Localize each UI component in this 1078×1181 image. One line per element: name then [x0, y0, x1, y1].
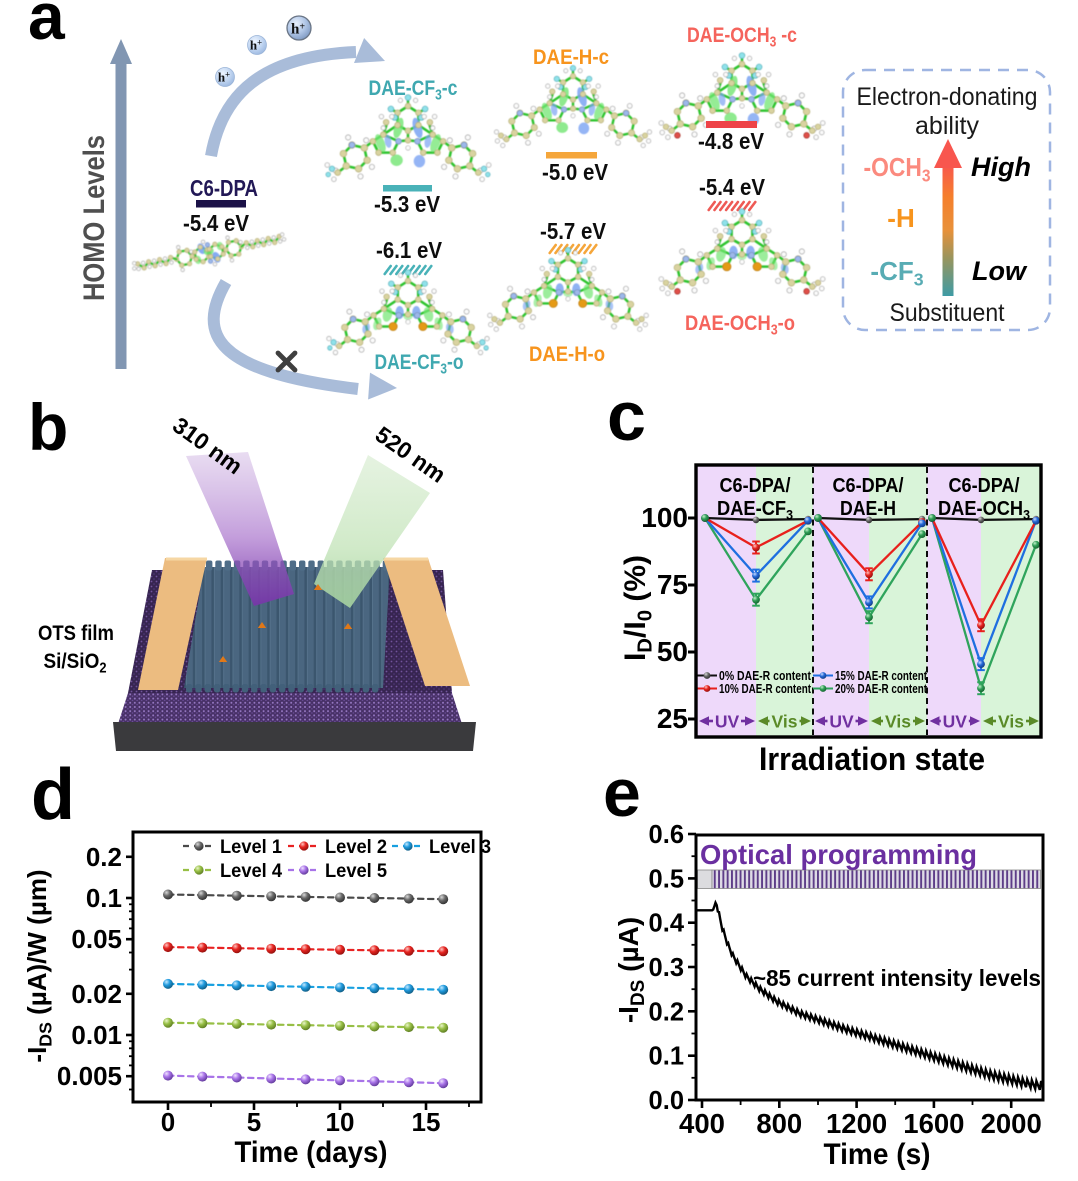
svg-text:Level 4: Level 4 [220, 860, 282, 882]
svg-text:Level 3: Level 3 [429, 836, 491, 858]
svg-text:DAE-OCH3 -c: DAE-OCH3 -c [687, 24, 797, 51]
svg-text:Time (days): Time (days) [235, 1136, 388, 1169]
svg-text:0.005: 0.005 [57, 1061, 122, 1091]
svg-text:Vis: Vis [998, 712, 1024, 732]
svg-text:UV: UV [943, 712, 968, 732]
svg-text:-IDS (µA)/W (µm): -IDS (µA)/W (µm) [22, 869, 56, 1062]
svg-text:-5.3 eV: -5.3 eV [374, 191, 441, 217]
svg-text:400: 400 [679, 1108, 725, 1139]
svg-text:Low: Low [972, 256, 1028, 286]
svg-text:C6-DPA/: C6-DPA/ [949, 475, 1020, 497]
svg-text:-5.4 eV: -5.4 eV [183, 210, 250, 236]
svg-text:800: 800 [756, 1108, 802, 1139]
svg-text:Level 5: Level 5 [325, 860, 387, 882]
svg-text:1600: 1600 [903, 1108, 964, 1139]
svg-text:Substituent: Substituent [890, 299, 1005, 327]
svg-text:b: b [28, 390, 68, 464]
svg-text:2000: 2000 [981, 1108, 1042, 1139]
svg-text:-6.1 eV: -6.1 eV [376, 237, 443, 263]
svg-text:DAE-H-o: DAE-H-o [529, 343, 605, 366]
svg-text:c: c [607, 377, 646, 455]
svg-text:-CF3: -CF3 [870, 256, 923, 290]
svg-text:15: 15 [412, 1107, 441, 1137]
svg-text:10% DAE-R content: 10% DAE-R content [719, 682, 812, 696]
svg-text:0.6: 0.6 [649, 821, 684, 849]
svg-text:ID/I0 (%): ID/I0 (%) [619, 555, 657, 661]
svg-text:DAE-OCH3: DAE-OCH3 [938, 498, 1030, 522]
svg-text:Electron-donating: Electron-donating [857, 83, 1038, 111]
svg-text:1200: 1200 [826, 1108, 887, 1139]
svg-text:0.1: 0.1 [649, 1043, 684, 1071]
svg-text:UV: UV [829, 712, 854, 732]
svg-text:25: 25 [657, 703, 688, 734]
svg-text:-5.0 eV: -5.0 eV [542, 159, 609, 185]
svg-text:0.3: 0.3 [649, 954, 684, 982]
svg-text:HOMO Levels: HOMO Levels [78, 135, 111, 301]
svg-text:Time (s): Time (s) [824, 1138, 931, 1171]
svg-text:Level 1: Level 1 [220, 836, 282, 858]
svg-text:d: d [31, 755, 75, 835]
svg-text:0.4: 0.4 [649, 910, 685, 938]
svg-text:Irradiation state: Irradiation state [759, 741, 985, 777]
svg-text:DAE-H: DAE-H [840, 498, 896, 520]
svg-text:10: 10 [326, 1107, 355, 1137]
svg-text:DAE-CF3-c: DAE-CF3-c [369, 77, 458, 104]
svg-text:ability: ability [915, 112, 979, 140]
svg-text:50: 50 [657, 636, 688, 667]
svg-text:DAE-OCH3-o: DAE-OCH3-o [685, 312, 795, 339]
svg-text:OTS film: OTS film [38, 622, 114, 645]
svg-text:75: 75 [657, 569, 688, 600]
svg-text:-5.7 eV: -5.7 eV [540, 218, 607, 244]
svg-text:-IDS (µA): -IDS (µA) [613, 917, 649, 1023]
svg-text:DAE-H-c: DAE-H-c [533, 46, 609, 69]
svg-text:Vis: Vis [772, 712, 798, 732]
svg-text:0.5: 0.5 [649, 865, 684, 893]
svg-text:-H: -H [887, 203, 914, 233]
svg-text:DAE-CF3-o: DAE-CF3-o [375, 351, 464, 378]
svg-text:C6-DPA/: C6-DPA/ [720, 475, 791, 497]
svg-text:a: a [28, 0, 66, 53]
svg-text:DAE-CF3: DAE-CF3 [717, 498, 793, 522]
svg-text:e: e [603, 755, 641, 831]
svg-text:Level 2: Level 2 [325, 836, 387, 858]
svg-text:-5.4 eV: -5.4 eV [699, 174, 766, 200]
svg-text:100: 100 [641, 502, 688, 533]
svg-text:0.2: 0.2 [86, 842, 122, 872]
svg-text:0.01: 0.01 [71, 1020, 122, 1050]
svg-text:C6-DPA: C6-DPA [190, 175, 258, 201]
svg-text:UV: UV [715, 712, 740, 732]
svg-text:0: 0 [161, 1107, 175, 1137]
svg-text:0.02: 0.02 [71, 979, 122, 1009]
svg-text:-4.8 eV: -4.8 eV [698, 128, 765, 154]
svg-text:0.05: 0.05 [71, 924, 122, 954]
svg-text:0.2: 0.2 [649, 998, 684, 1026]
svg-text:High: High [971, 152, 1031, 182]
svg-text:0.1: 0.1 [86, 883, 122, 913]
svg-text:Optical programming: Optical programming [700, 839, 977, 870]
svg-text:Si/SiO2: Si/SiO2 [44, 650, 107, 677]
svg-text:~85 current intensity levels: ~85 current intensity levels [753, 965, 1041, 991]
svg-text:0.0: 0.0 [649, 1087, 684, 1115]
svg-text:Vis: Vis [885, 712, 911, 732]
svg-text:20% DAE-R content: 20% DAE-R content [835, 682, 928, 696]
svg-text:0% DAE-R content: 0% DAE-R content [719, 669, 812, 683]
svg-text:5: 5 [247, 1107, 261, 1137]
svg-text:15% DAE-R content: 15% DAE-R content [835, 669, 928, 683]
svg-text:-OCH3: -OCH3 [864, 152, 931, 186]
svg-text:C6-DPA/: C6-DPA/ [833, 475, 904, 497]
